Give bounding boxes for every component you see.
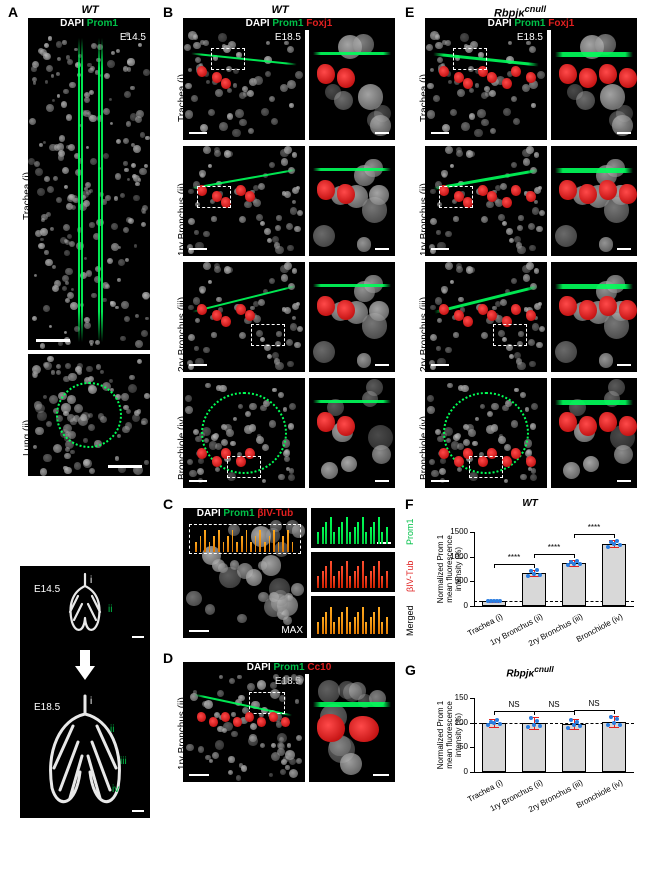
img-C-b4tub xyxy=(311,552,395,592)
panel-label-B: B xyxy=(163,4,173,20)
header-wt-B: WT xyxy=(190,4,370,16)
row-label-E-bronchus2: 2ry Bronchus (iii) xyxy=(419,297,430,372)
row-label-B-trachea: Trachea (i) xyxy=(177,74,188,122)
schem-ii-1: ii xyxy=(108,604,112,615)
panelE-container-trachea-main: E18.5 xyxy=(425,30,547,140)
panel-label-A: A xyxy=(8,4,18,20)
img-C-merged xyxy=(311,596,395,638)
row-label-D: 1ry Bronchus (ii) xyxy=(177,697,188,770)
schem-stage1: E14.5 xyxy=(34,584,60,595)
panelB-container-bronchus2-zoom xyxy=(309,262,395,372)
lung-schematic: E14.5 E18.5 i ii i ii iii iv xyxy=(20,566,150,818)
panelB-container-bronchus1-main xyxy=(183,146,305,256)
img-D-zoom xyxy=(309,674,395,782)
chart-F-title: WT xyxy=(470,498,590,509)
schem-stage2: E18.5 xyxy=(34,702,60,713)
row-label-E-bronchus1: 1ry Bronchus (ii) xyxy=(419,183,430,256)
max-label: MAX xyxy=(281,625,303,636)
panelB-container-bronchus2-main xyxy=(183,262,305,372)
img-D-main: E18.5 xyxy=(183,674,305,782)
panelE-container-bronchus2-main xyxy=(425,262,547,372)
chart-G: 050100150Trachea (i)1ry Bronchus (ii)2ry… xyxy=(438,678,638,818)
panelE-container-bronchus1-main xyxy=(425,146,547,256)
img-C-main: MAX xyxy=(183,520,307,638)
stain-bar-B: DAPI Prom1 Foxj1 xyxy=(183,18,395,30)
img-A-trachea: E14.5 xyxy=(28,30,150,350)
header-wt-A: WT xyxy=(30,4,150,16)
row-label-A-trachea: Trachea (i) xyxy=(22,172,33,220)
c-label-prom1: Prom1 xyxy=(405,518,415,545)
img-A-lung xyxy=(28,354,150,476)
panelB-container-trachea-zoom xyxy=(309,30,395,140)
panel-label-D: D xyxy=(163,650,173,666)
cells-A xyxy=(28,30,150,350)
panelE-container-bronchus1-zoom xyxy=(551,146,637,256)
schem-i-2: i xyxy=(90,696,92,707)
panelE-container-bronchiole-zoom xyxy=(551,378,637,488)
panel-label-G: G xyxy=(405,662,416,678)
row-label-B-bronchus1: 1ry Bronchus (ii) xyxy=(177,183,188,256)
lung-svg xyxy=(20,566,150,818)
panelE-container-bronchus2-zoom xyxy=(551,262,637,372)
c-label-b4tub: βIV-Tub xyxy=(405,561,415,592)
row-label-B-bronchus2: 2ry Bronchus (iii) xyxy=(177,297,188,372)
schem-i-1: i xyxy=(90,575,92,586)
c-label-merged: Merged xyxy=(405,605,415,636)
stain-bar-A: DAPI Prom1 xyxy=(28,18,150,30)
panelE-container-bronchiole-main xyxy=(425,378,547,488)
schem-ii-2: ii xyxy=(110,724,114,735)
chart-F: 050010001500Trachea (i)1ry Bronchus (ii)… xyxy=(438,512,638,652)
schem-iv-2: iv xyxy=(112,784,119,795)
row-label-E-trachea: Trachea (i) xyxy=(419,74,430,122)
panelB-container-bronchus1-zoom xyxy=(309,146,395,256)
schem-iii-2: iii xyxy=(120,756,127,767)
panel-label-F: F xyxy=(405,496,414,512)
panelB-container-trachea-main: E18.5 xyxy=(183,30,305,140)
panelB-container-bronchiole-zoom xyxy=(309,378,395,488)
row-label-E-bronchiole: Bronchiole (iv) xyxy=(419,416,430,480)
panel-label-E: E xyxy=(405,4,414,20)
stain-bar-C: DAPI Prom1 βIV-Tub xyxy=(183,508,307,520)
row-label-A-lung: Lung (ii) xyxy=(22,420,33,456)
panel-label-C: C xyxy=(163,496,173,512)
row-label-B-bronchiole: Bronchiole (iv) xyxy=(177,416,188,480)
panelE-container-trachea-zoom xyxy=(551,30,637,140)
stain-bar-D: DAPI Prom1 Cc10 xyxy=(183,662,395,674)
panelB-container-bronchiole-main xyxy=(183,378,305,488)
img-C-prom1 xyxy=(311,508,395,548)
stain-bar-E: DAPI Prom1 Foxj1 xyxy=(425,18,637,30)
